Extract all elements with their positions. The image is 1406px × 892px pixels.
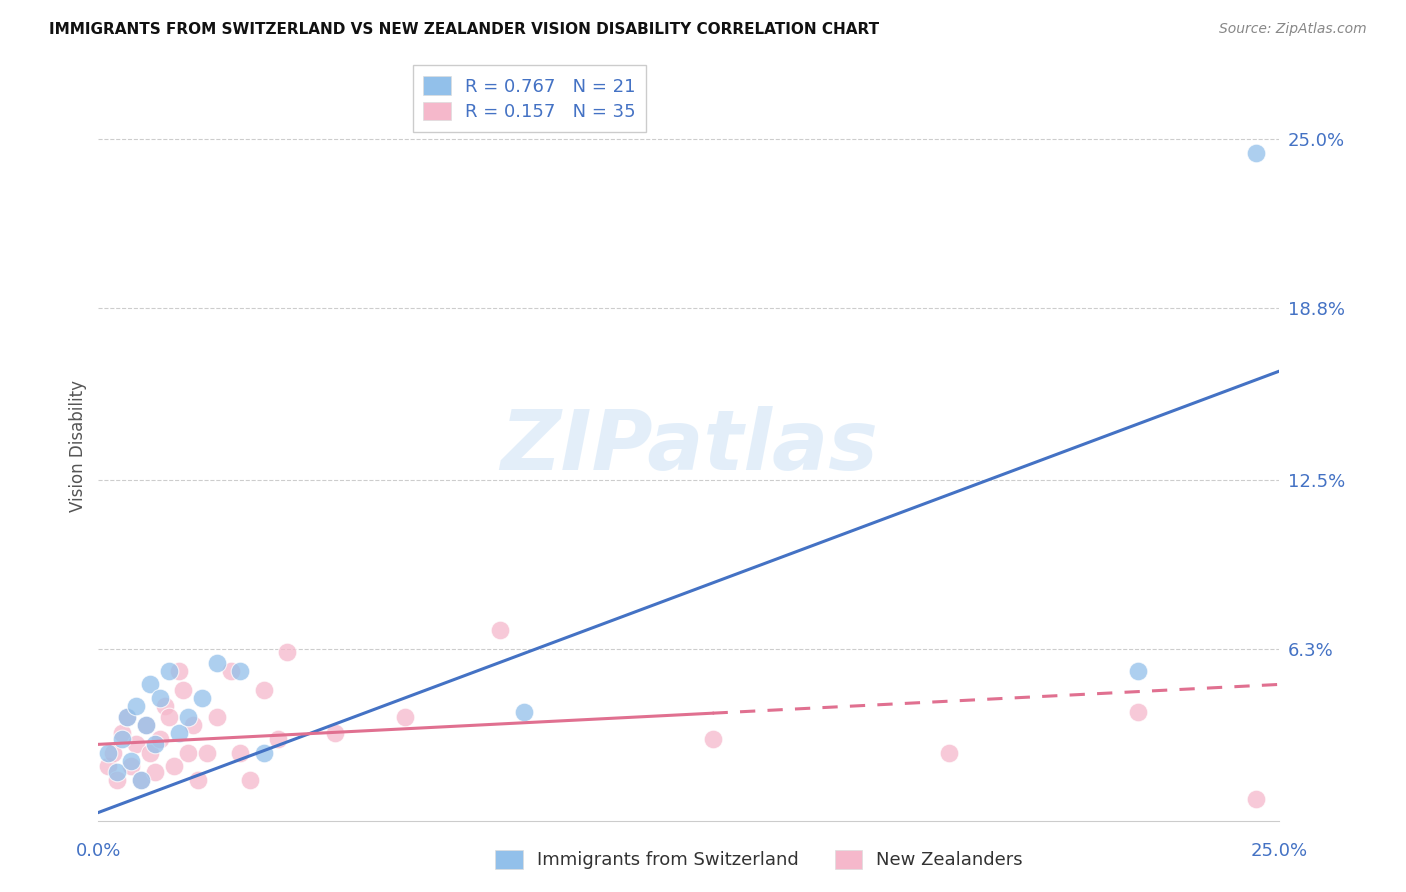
Point [97, 746, 120, 760]
Point [702, 731, 724, 746]
Point [111, 731, 134, 746]
Point [101, 746, 124, 760]
Point [1126, 705, 1149, 719]
Text: 25.0%: 25.0% [1251, 842, 1308, 861]
Point [143, 737, 166, 751]
Point [105, 764, 128, 779]
Point [157, 710, 180, 724]
Point [191, 691, 214, 706]
Point [97, 759, 120, 773]
Text: Source: ZipAtlas.com: Source: ZipAtlas.com [1219, 22, 1367, 37]
Point [394, 710, 416, 724]
Point [229, 746, 252, 760]
Point [1126, 664, 1149, 678]
Point [135, 718, 157, 732]
Point [139, 746, 162, 760]
Text: IMMIGRANTS FROM SWITZERLAND VS NEW ZEALANDER VISION DISABILITY CORRELATION CHART: IMMIGRANTS FROM SWITZERLAND VS NEW ZEALA… [49, 22, 879, 37]
Y-axis label: Vision Disability: Vision Disability [69, 380, 87, 512]
Point [172, 682, 194, 697]
Legend: R = 0.767   N = 21, R = 0.157   N = 35: R = 0.767 N = 21, R = 0.157 N = 35 [412, 65, 647, 132]
Point [149, 731, 172, 746]
Point [187, 772, 209, 787]
Text: ZIPatlas: ZIPatlas [501, 406, 877, 486]
Point [512, 705, 534, 719]
Point [276, 645, 298, 659]
Point [143, 764, 166, 779]
Point [111, 726, 134, 740]
Point [253, 746, 276, 760]
Point [129, 772, 152, 787]
Point [125, 737, 148, 751]
Point [177, 710, 200, 724]
Legend: Immigrants from Switzerland, New Zealanders: Immigrants from Switzerland, New Zealand… [486, 841, 1032, 879]
Point [205, 656, 228, 670]
Point [167, 664, 190, 678]
Text: 0.0%: 0.0% [76, 842, 121, 861]
Point [1244, 792, 1267, 806]
Point [153, 699, 176, 714]
Point [157, 664, 180, 678]
Point [163, 759, 186, 773]
Point [205, 710, 228, 724]
Point [267, 731, 290, 746]
Point [115, 710, 138, 724]
Point [129, 772, 152, 787]
Point [149, 691, 172, 706]
Point [121, 754, 143, 768]
Point [1244, 146, 1267, 161]
Point [177, 746, 200, 760]
Point [139, 677, 162, 691]
Point [135, 718, 157, 732]
Point [167, 726, 190, 740]
Point [115, 710, 138, 724]
Point [181, 718, 204, 732]
Point [253, 682, 276, 697]
Point [938, 746, 960, 760]
Point [195, 746, 218, 760]
Point [229, 664, 252, 678]
Point [323, 726, 346, 740]
Point [489, 623, 512, 637]
Point [239, 772, 262, 787]
Point [105, 772, 128, 787]
Point [125, 699, 148, 714]
Point [121, 759, 143, 773]
Point [219, 664, 242, 678]
